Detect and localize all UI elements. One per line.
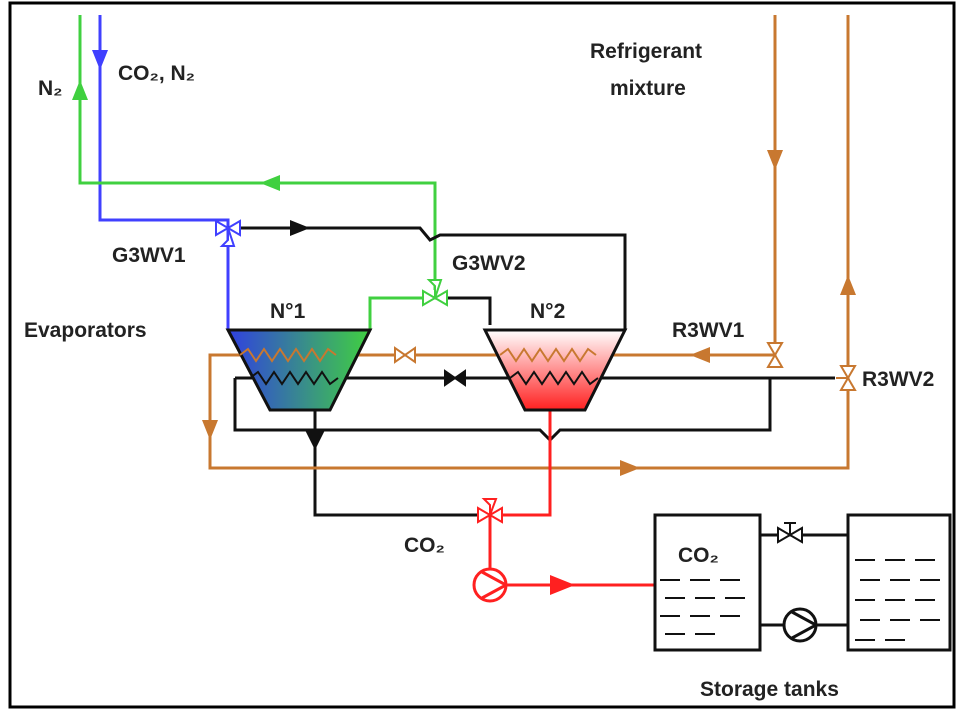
storage-tanks xyxy=(653,513,952,652)
label: N°2 xyxy=(530,300,565,323)
evaporators xyxy=(225,328,628,412)
frame xyxy=(8,1,956,709)
label: CO₂ xyxy=(404,534,445,557)
label: mixture xyxy=(610,77,686,100)
arrows xyxy=(72,50,856,595)
label: R3WV1 xyxy=(672,319,745,342)
label: CO₂ xyxy=(678,544,719,567)
label: Evaporators xyxy=(24,319,147,342)
label: N₂ xyxy=(38,77,63,100)
label: R3WV2 xyxy=(862,368,934,391)
label: Refrigerant xyxy=(590,40,702,63)
pumps xyxy=(472,567,820,643)
label: N°1 xyxy=(270,300,306,323)
valves xyxy=(215,219,857,544)
label: Storage tanks xyxy=(700,678,839,701)
label: G3WV2 xyxy=(452,252,526,275)
label: G3WV1 xyxy=(112,244,186,267)
label: CO₂, N₂ xyxy=(118,62,195,85)
